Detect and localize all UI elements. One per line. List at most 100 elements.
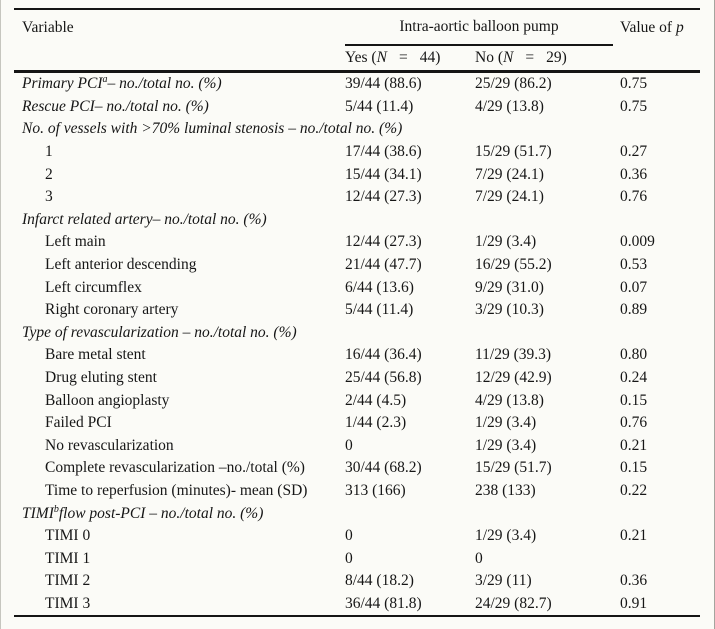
table-row-lad: Left anterior descending 21/44 (47.7) 16… bbox=[14, 254, 700, 277]
table-row-left-circumflex: Left circumflex 6/44 (13.6) 9/29 (31.0) … bbox=[14, 276, 700, 299]
no-header-n-symbol: N bbox=[502, 49, 514, 66]
cell-p: 0.75 bbox=[620, 75, 648, 93]
cell-yes: 8/44 (18.2) bbox=[345, 572, 414, 590]
row-label: TIMI 1 bbox=[45, 549, 91, 567]
yes-header-n-symbol: N bbox=[376, 49, 387, 66]
no-header-text: No ( bbox=[475, 49, 503, 66]
cell-p: 0.15 bbox=[620, 459, 648, 477]
row-label: No revascularization bbox=[45, 436, 174, 454]
clinical-outcomes-table: Variable Intra-aortic balloon pump Value… bbox=[14, 8, 700, 618]
cell-yes: 313 (166) bbox=[345, 481, 406, 499]
cell-p: 0.91 bbox=[620, 594, 648, 612]
cell-yes: 2/44 (4.5) bbox=[345, 391, 407, 409]
footnote-marker-a: a bbox=[102, 74, 108, 86]
cell-no: 7/29 (24.1) bbox=[475, 165, 544, 183]
row-label: Left circumflex bbox=[45, 278, 142, 296]
table-header: Variable Intra-aortic balloon pump Value… bbox=[14, 10, 700, 73]
section-label: Type of revascularization – no./total no… bbox=[22, 323, 297, 341]
cell-p: 0.21 bbox=[620, 527, 648, 545]
table-row-rca: Right coronary artery 5/44 (11.4) 3/29 (… bbox=[14, 299, 700, 322]
table-row-failed-pci: Failed PCI 1/44 (2.3) 1/29 (3.4) 0.76 bbox=[14, 412, 700, 435]
table-row-timi-3: TIMI 3 36/44 (81.8) 24/29 (82.7) 0.91 bbox=[14, 593, 700, 616]
row-label: TIMI 3 bbox=[45, 594, 91, 612]
cell-no: 24/29 (82.7) bbox=[475, 594, 552, 612]
cell-p: 0.27 bbox=[620, 143, 648, 161]
row-label: Bare metal stent bbox=[45, 346, 146, 364]
table-row-left-main: Left main 12/44 (27.3) 1/29 (3.4) 0.009 bbox=[14, 231, 700, 254]
cell-yes: 21/44 (47.7) bbox=[345, 256, 422, 274]
table-row-bare-metal-stent: Bare metal stent 16/44 (36.4) 11/29 (39.… bbox=[14, 344, 700, 367]
no-header-count: 29) bbox=[546, 49, 567, 66]
cell-yes: 0 bbox=[345, 436, 353, 454]
cell-p: 0.22 bbox=[620, 481, 648, 499]
row-label: Drug eluting stent bbox=[45, 369, 157, 387]
row-label: Left anterior descending bbox=[45, 256, 197, 274]
table-row-vessels-2: 2 15/44 (34.1) 7/29 (24.1) 0.36 bbox=[14, 163, 700, 186]
cell-p: 0.15 bbox=[620, 391, 648, 409]
section-row-infarct-artery: Infarct related artery– no./total no. (%… bbox=[14, 209, 700, 232]
cell-no: 7/29 (24.1) bbox=[475, 188, 544, 206]
footnote-marker-b: b bbox=[53, 503, 59, 515]
column-header-pvalue: Value of p bbox=[620, 19, 700, 37]
cell-p: 0.009 bbox=[620, 233, 655, 251]
cell-p: 0.76 bbox=[620, 188, 648, 206]
row-label: 2 bbox=[45, 165, 53, 183]
cell-yes: 5/44 (11.4) bbox=[345, 301, 414, 319]
cell-p: 0.53 bbox=[620, 256, 648, 274]
table-row-primary-pci: Primary PCIa– no./total no. (%) 39/44 (8… bbox=[14, 73, 700, 96]
cell-yes: 15/44 (34.1) bbox=[345, 165, 422, 183]
cell-no: 9/29 (31.0) bbox=[475, 278, 544, 296]
cell-no: 0 bbox=[475, 549, 483, 567]
group-header-label: Intra-aortic balloon pump bbox=[399, 18, 559, 35]
cell-yes: 1/44 (2.3) bbox=[345, 414, 407, 432]
row-label: TIMI 2 bbox=[45, 572, 91, 590]
cell-p: 0.36 bbox=[620, 165, 648, 183]
section-row-vessels: No. of vessels with >70% luminal stenosi… bbox=[14, 118, 700, 141]
cell-no: 25/29 (86.2) bbox=[475, 75, 552, 93]
table-row-complete-revascularization: Complete revascularization –no./total (%… bbox=[14, 457, 700, 480]
cell-yes: 12/44 (27.3) bbox=[345, 233, 422, 251]
cell-no: 15/29 (51.7) bbox=[475, 459, 552, 477]
cell-no: 1/29 (3.4) bbox=[475, 527, 537, 545]
header-row-top: Variable Intra-aortic balloon pump Value… bbox=[14, 10, 700, 46]
section-label: Infarct related artery– no./total no. (%… bbox=[22, 210, 267, 228]
row-label: Balloon angioplasty bbox=[45, 391, 170, 409]
column-header-yes: Yes (N = 44) bbox=[345, 49, 475, 67]
cell-yes: 6/44 (13.6) bbox=[345, 278, 414, 296]
cell-p: 0.21 bbox=[620, 436, 648, 454]
row-label: TIMI 0 bbox=[45, 527, 91, 545]
cell-no: 1/29 (3.4) bbox=[475, 436, 537, 454]
row-label: Rescue PCI– no./total no. (%) bbox=[22, 97, 209, 115]
cell-yes: 36/44 (81.8) bbox=[345, 594, 422, 612]
cell-p: 0.89 bbox=[620, 301, 648, 319]
cell-yes: 0 bbox=[345, 527, 353, 545]
cell-no: 4/29 (13.8) bbox=[475, 391, 544, 409]
cell-no: 12/29 (42.9) bbox=[475, 369, 552, 387]
cell-p: 0.76 bbox=[620, 414, 648, 432]
yes-header-equals: = bbox=[398, 49, 408, 66]
column-header-no: No (N = 29) bbox=[475, 49, 620, 67]
cell-no: 1/29 (3.4) bbox=[475, 233, 537, 251]
cell-no: 1/29 (3.4) bbox=[475, 414, 537, 432]
cell-yes: 16/44 (36.4) bbox=[345, 346, 422, 364]
cell-no: 16/29 (55.2) bbox=[475, 256, 552, 274]
cell-yes: 0 bbox=[345, 549, 353, 567]
cell-yes: 12/44 (27.3) bbox=[345, 188, 422, 206]
row-label: Right coronary artery bbox=[45, 301, 179, 319]
table-row-balloon-angioplasty: Balloon angioplasty 2/44 (4.5) 4/29 (13.… bbox=[14, 389, 700, 412]
cell-p: 0.80 bbox=[620, 346, 648, 364]
row-label: 1 bbox=[45, 143, 53, 161]
yes-header-text: Yes ( bbox=[345, 49, 377, 66]
section-label: TIMIbflow post-PCI – no./total no. (%) bbox=[14, 503, 345, 523]
pvalue-header-text: Value of bbox=[620, 19, 676, 36]
section-label: No. of vessels with >70% luminal stenosi… bbox=[22, 120, 403, 138]
table-row-timi-1: TIMI 1 0 0 bbox=[14, 547, 700, 570]
row-label-text: – no./total no. (%) bbox=[107, 75, 222, 93]
yes-header-count: 44) bbox=[419, 49, 441, 66]
cell-yes: 17/44 (38.6) bbox=[345, 143, 422, 161]
table-row-drug-eluting-stent: Drug eluting stent 25/44 (56.8) 12/29 (4… bbox=[14, 367, 700, 390]
table-row-time-to-reperfusion: Time to reperfusion (minutes)- mean (SD)… bbox=[14, 480, 700, 503]
row-label-text: Primary PCI bbox=[22, 75, 103, 93]
row-label: Primary PCIa– no./total no. (%) bbox=[14, 75, 345, 93]
table-bottom-rule bbox=[14, 615, 700, 618]
